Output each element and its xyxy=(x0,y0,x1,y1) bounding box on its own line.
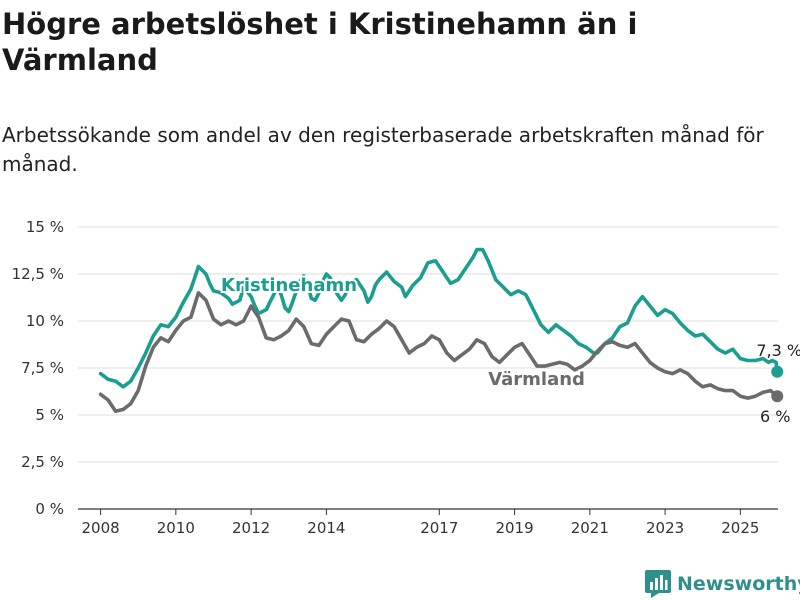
x-tick-label: 2008 xyxy=(81,519,119,537)
series-end-point xyxy=(771,390,784,403)
footer-brand: Newsworthy xyxy=(645,568,800,600)
series-labels: Kristinehamn Värmland 7,3 % 6 % xyxy=(219,273,800,426)
y-tick-label: 2,5 % xyxy=(21,453,64,471)
x-tick-label: 2019 xyxy=(495,519,533,537)
series-end-point xyxy=(771,365,784,378)
x-tick-label: 2021 xyxy=(571,519,609,537)
series-label-kristinehamn: Kristinehamn xyxy=(221,275,357,296)
newsworthy-logo-icon xyxy=(645,570,671,598)
y-tick-label: 5 % xyxy=(35,406,64,424)
y-tick-label: 0 % xyxy=(35,500,64,518)
end-label-kristinehamn: 7,3 % xyxy=(756,341,800,360)
brand-name: Newsworthy xyxy=(677,573,800,595)
x-axis: 2008 2010 2012 2014 2017 2019 2021 2023 2025 xyxy=(78,508,778,537)
chart-title: Högre arbetslöshet i Kristinehamn än i V… xyxy=(2,7,638,77)
x-tick-label: 2012 xyxy=(232,519,270,537)
x-tick-label: 2023 xyxy=(646,519,684,537)
y-axis-ticks: 0 % 2,5 % 5 % 7,5 % 10 % 12,5 % 15 % xyxy=(12,218,64,518)
x-tick-label: 2025 xyxy=(721,519,759,537)
y-tick-label: 15 % xyxy=(26,218,64,236)
y-tick-label: 10 % xyxy=(26,312,64,330)
chart-subtitle: Arbetssökande som andel av den registerb… xyxy=(2,123,764,176)
x-tick-label: 2014 xyxy=(307,519,345,537)
x-tick-label: 2017 xyxy=(420,519,458,537)
series-lines xyxy=(98,247,784,413)
series-line-kristinehamn xyxy=(98,247,779,389)
series-label-varmland: Värmland xyxy=(488,369,585,390)
x-tick-label: 2010 xyxy=(157,519,195,537)
series-line-varmland xyxy=(98,291,779,413)
y-tick-label: 7,5 % xyxy=(21,359,64,377)
y-tick-label: 12,5 % xyxy=(12,265,64,283)
end-label-varmland: 6 % xyxy=(760,407,790,426)
